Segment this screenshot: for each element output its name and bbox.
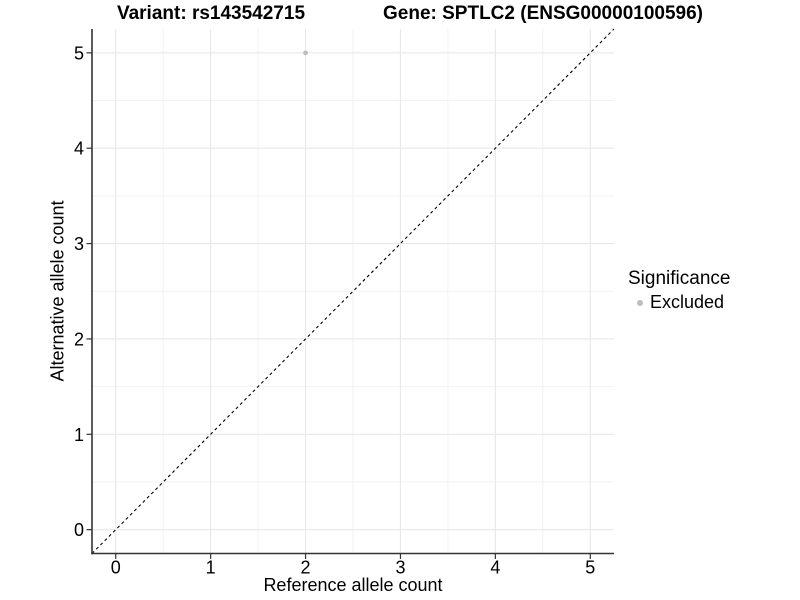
x-tick-label: 4 [490,558,500,578]
x-tick-label: 5 [585,558,595,578]
y-tick-label: 2 [74,329,84,349]
x-tick-label: 2 [301,558,311,578]
x-tick-label: 1 [206,558,216,578]
x-tick-label: 0 [111,558,121,578]
x-tick-label: 3 [395,558,405,578]
x-axis-title: Reference allele count [263,575,443,595]
legend-item-excluded: Excluded [628,292,730,313]
legend: Significance Excluded [628,268,730,313]
legend-point-icon [637,299,643,306]
y-tick-label: 4 [74,139,84,159]
data-point [303,50,308,56]
legend-title: Significance [628,268,731,289]
y-tick-label: 3 [74,234,84,254]
y-tick-label: 0 [74,520,84,540]
y-tick-label: 1 [74,425,84,445]
plot-title-gene: Gene: SPTLC2 (ENSG00000100596) [383,3,703,24]
plot-title-variant: Variant: rs143542715 [116,3,306,24]
y-tick-label: 5 [74,43,84,63]
y-axis-title: Alternative allele count [47,200,68,382]
legend-item-label: Excluded [650,292,725,312]
